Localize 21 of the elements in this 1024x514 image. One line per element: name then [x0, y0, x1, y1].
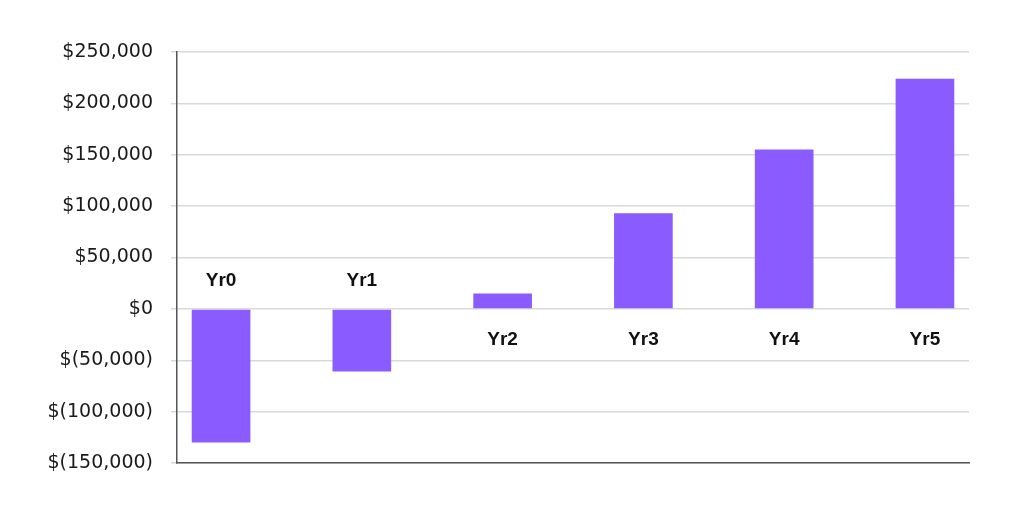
y-tick-label: $(100,000) [47, 398, 153, 421]
bar [473, 293, 532, 309]
y-tick-label: $50,000 [74, 244, 153, 267]
y-tick-label: $(150,000) [47, 449, 153, 472]
x-tick-label: Yr4 [768, 328, 800, 350]
bar [614, 213, 673, 309]
bar [754, 149, 814, 309]
y-tick-label: $200,000 [62, 90, 153, 113]
x-tick-label: Yr1 [346, 269, 378, 291]
y-tick-label: $0 [128, 295, 153, 318]
x-tick-label: Yr5 [909, 328, 941, 350]
y-tick-label: $(50,000) [59, 347, 153, 370]
x-tick-label: Yr2 [487, 328, 518, 350]
y-tick-label: $250,000 [62, 38, 153, 61]
y-tick-label: $150,000 [62, 141, 153, 164]
x-tick-label: Yr0 [205, 269, 237, 291]
y-tick-label: $100,000 [62, 193, 153, 216]
bar [895, 78, 955, 309]
bar [191, 309, 251, 443]
x-tick-label: Yr3 [628, 328, 659, 350]
bar [332, 309, 392, 372]
